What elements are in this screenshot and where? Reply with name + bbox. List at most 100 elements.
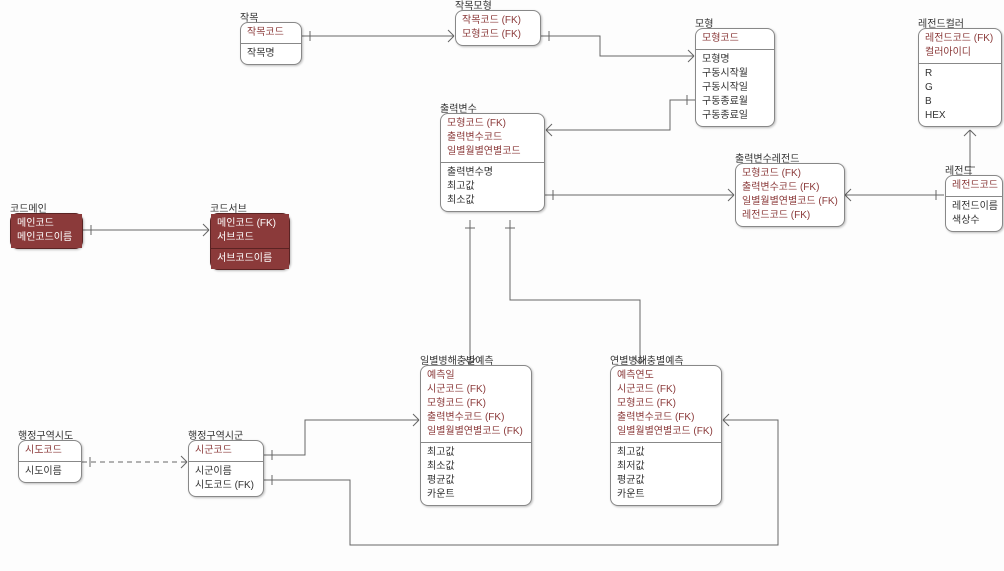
pk-section: 시군코드 bbox=[189, 441, 263, 461]
pk-field: 컬러아이디 bbox=[925, 46, 995, 60]
pk-section: 예측연도시군코드 (FK)모형코드 (FK)출력변수코드 (FK)일별월별연별코… bbox=[611, 366, 721, 442]
col-field: 서브코드이름 bbox=[217, 252, 283, 266]
pk-field: 서브코드 bbox=[217, 231, 283, 245]
col-section: 출력변수명최고값최소값 bbox=[441, 162, 544, 211]
entity-sido: 시도코드시도이름 bbox=[18, 440, 82, 483]
pk-field: 출력변수코드 (FK) bbox=[617, 411, 715, 425]
crowfoot-icon bbox=[448, 30, 454, 42]
pk-field: 모형코드 (FK) bbox=[742, 167, 838, 181]
col-field: R bbox=[925, 67, 995, 81]
crowfoot-icon bbox=[203, 224, 209, 236]
col-field: 최소값 bbox=[427, 460, 525, 474]
col-field: B bbox=[925, 95, 995, 109]
col-field: 구동종료월 bbox=[702, 95, 768, 109]
connector-1 bbox=[541, 36, 694, 56]
col-field: 작목명 bbox=[247, 47, 295, 61]
pk-section: 예측일시군코드 (FK)모형코드 (FK)출력변수코드 (FK)일별월별연별코드… bbox=[421, 366, 531, 442]
col-section: 서브코드이름 bbox=[211, 248, 289, 269]
entity-crop: 작목코드작목명 bbox=[240, 22, 302, 65]
col-field: 구동시작일 bbox=[702, 81, 768, 95]
crowfoot-icon bbox=[413, 414, 419, 426]
col-field: 구동시작월 bbox=[702, 67, 768, 81]
pk-field: 출력변수코드 bbox=[447, 131, 538, 145]
crowfoot-icon bbox=[728, 189, 734, 201]
pk-section: 모형코드 (FK)출력변수코드 (FK)일별월별연별코드 (FK)레전드코드 (… bbox=[736, 164, 844, 226]
entity-legend_color: 레전드코드 (FK)컬러아이디RGBHEX bbox=[918, 28, 1002, 127]
pk-section: 시도코드 bbox=[19, 441, 81, 461]
entity-code_main: 메인코드메인코드이름 bbox=[10, 213, 83, 249]
entity-out_var: 모형코드 (FK)출력변수코드일별월별연별코드출력변수명최고값최소값 bbox=[440, 113, 545, 212]
pk-section: 메인코드 (FK)서브코드 bbox=[211, 214, 289, 248]
col-field: HEX bbox=[925, 109, 995, 123]
entity-crop_model: 작목코드 (FK)모형코드 (FK) bbox=[455, 10, 541, 46]
entity-daily_pred: 예측일시군코드 (FK)모형코드 (FK)출력변수코드 (FK)일별월별연별코드… bbox=[420, 365, 532, 506]
crowfoot-icon bbox=[181, 456, 187, 468]
entity-yearly_pred: 예측연도시군코드 (FK)모형코드 (FK)출력변수코드 (FK)일별월별연별코… bbox=[610, 365, 722, 506]
col-field: 출력변수명 bbox=[447, 166, 538, 180]
col-field: 최소값 bbox=[447, 194, 538, 208]
col-field: 최저값 bbox=[617, 460, 715, 474]
pk-field: 메인코드 (FK) bbox=[217, 217, 283, 231]
pk-field: 일별월별연별코드 (FK) bbox=[427, 425, 525, 439]
pk-field: 모형코드 bbox=[702, 32, 768, 46]
col-field: 최고값 bbox=[447, 180, 538, 194]
pk-field: 시군코드 bbox=[195, 444, 257, 458]
pk-field: 예측일 bbox=[427, 369, 525, 383]
crowfoot-icon bbox=[845, 189, 851, 201]
pk-field: 모형코드 (FK) bbox=[617, 397, 715, 411]
pk-field: 메인코드 bbox=[17, 217, 76, 231]
crowfoot-icon bbox=[546, 124, 552, 136]
pk-field: 모형코드 (FK) bbox=[447, 117, 538, 131]
entity-code_sub: 메인코드 (FK)서브코드서브코드이름 bbox=[210, 213, 290, 270]
connector-2 bbox=[546, 100, 695, 130]
col-field: 평균값 bbox=[617, 474, 715, 488]
crowfoot-icon bbox=[964, 130, 976, 136]
pk-field: 일별월별연별코드 bbox=[447, 145, 538, 159]
connector-10 bbox=[264, 420, 419, 455]
pk-section: 레전드코드 (FK)컬러아이디 bbox=[919, 29, 1001, 63]
col-section: 작목명 bbox=[241, 43, 301, 64]
pk-field: 예측연도 bbox=[617, 369, 715, 383]
col-section: 최고값최소값평균값카운트 bbox=[421, 442, 531, 505]
col-section: 시도이름 bbox=[19, 461, 81, 482]
col-field: 색상수 bbox=[952, 214, 996, 228]
pk-section: 모형코드 bbox=[696, 29, 774, 49]
pk-field: 레전드코드 (FK) bbox=[742, 209, 838, 223]
connector-8 bbox=[510, 220, 640, 364]
pk-field: 레전드코드 (FK) bbox=[925, 32, 995, 46]
col-section: RGBHEX bbox=[919, 63, 1001, 126]
crowfoot-icon bbox=[723, 414, 729, 426]
pk-field: 시군코드 (FK) bbox=[617, 383, 715, 397]
pk-field: 작목코드 bbox=[247, 26, 295, 40]
pk-field: 모형코드 (FK) bbox=[462, 28, 534, 42]
col-section: 레전드이름색상수 bbox=[946, 196, 1002, 231]
pk-section: 레전드코드 bbox=[946, 176, 1002, 196]
col-field: 시군이름 bbox=[195, 465, 257, 479]
pk-field: 작목코드 (FK) bbox=[462, 14, 534, 28]
pk-field: 메인코드이름 bbox=[17, 231, 76, 245]
entity-out_var_legend: 모형코드 (FK)출력변수코드 (FK)일별월별연별코드 (FK)레전드코드 (… bbox=[735, 163, 845, 227]
pk-field: 출력변수코드 (FK) bbox=[427, 411, 525, 425]
col-section: 모형명구동시작월구동시작일구동종료월구동종료일 bbox=[696, 49, 774, 126]
col-field: 최고값 bbox=[427, 446, 525, 460]
pk-field: 시도코드 bbox=[25, 444, 75, 458]
col-field: 시도코드 (FK) bbox=[195, 479, 257, 493]
pk-field: 일별월별연별코드 (FK) bbox=[617, 425, 715, 439]
pk-section: 메인코드메인코드이름 bbox=[11, 214, 82, 248]
pk-field: 시군코드 (FK) bbox=[427, 383, 525, 397]
col-field: 시도이름 bbox=[25, 465, 75, 479]
crowfoot-icon bbox=[688, 50, 694, 62]
col-field: G bbox=[925, 81, 995, 95]
col-field: 모형명 bbox=[702, 53, 768, 67]
pk-field: 일별월별연별코드 (FK) bbox=[742, 195, 838, 209]
pk-section: 작목코드 (FK)모형코드 (FK) bbox=[456, 11, 540, 45]
entity-model: 모형코드모형명구동시작월구동시작일구동종료월구동종료일 bbox=[695, 28, 775, 127]
col-section: 시군이름시도코드 (FK) bbox=[189, 461, 263, 496]
pk-field: 모형코드 (FK) bbox=[427, 397, 525, 411]
entity-legend: 레전드코드레전드이름색상수 bbox=[945, 175, 1003, 232]
col-field: 최고값 bbox=[617, 446, 715, 460]
pk-section: 모형코드 (FK)출력변수코드일별월별연별코드 bbox=[441, 114, 544, 162]
col-field: 카운트 bbox=[617, 488, 715, 502]
pk-section: 작목코드 bbox=[241, 23, 301, 43]
pk-field: 출력변수코드 (FK) bbox=[742, 181, 838, 195]
